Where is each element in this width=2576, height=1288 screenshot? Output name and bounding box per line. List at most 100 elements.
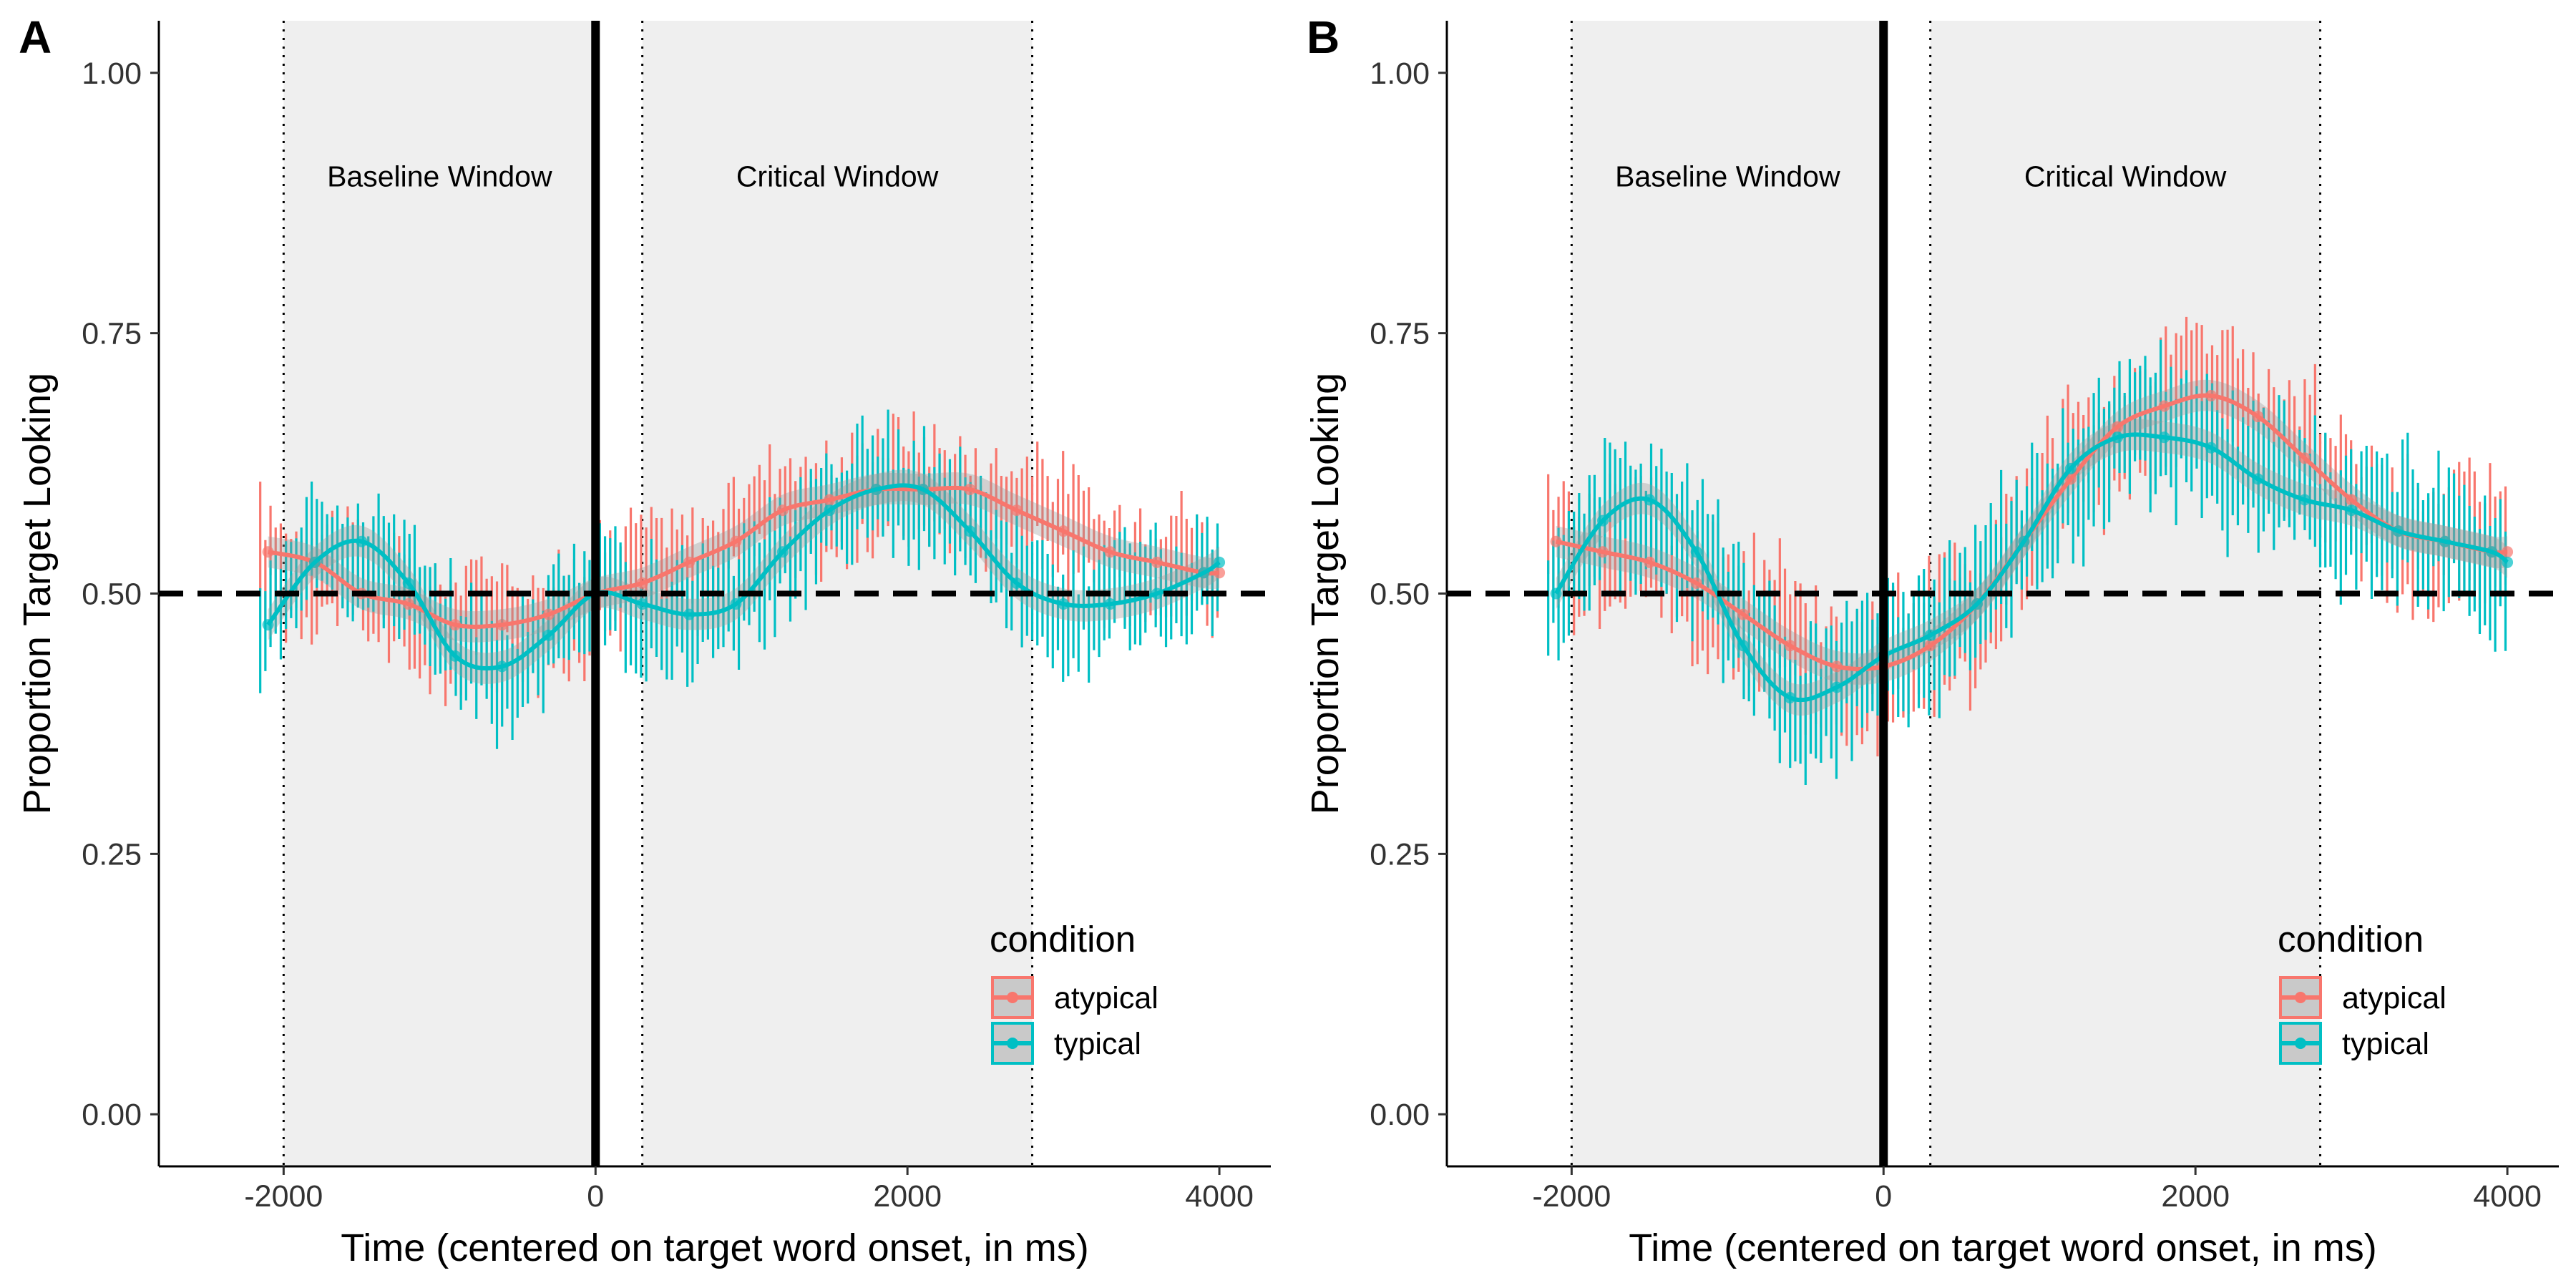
data-point-atypical	[1737, 608, 1750, 620]
data-point-typical	[730, 598, 742, 610]
data-point-atypical	[2298, 452, 2311, 464]
data-point-atypical	[1104, 546, 1116, 558]
data-point-typical	[636, 598, 648, 610]
data-point-atypical	[636, 577, 648, 589]
legend-label-atypical: atypical	[2342, 981, 2446, 1015]
data-point-typical	[2392, 525, 2404, 537]
data-point-typical	[2064, 462, 2077, 474]
data-point-atypical	[1151, 556, 1163, 568]
x-tick-label: 4000	[2473, 1179, 2542, 1214]
y-tick-label: 0.25	[1370, 837, 1430, 872]
data-point-typical	[2252, 473, 2264, 485]
data-point-atypical	[730, 535, 742, 547]
data-point-typical	[1784, 692, 1796, 704]
legend-label-typical: typical	[2342, 1027, 2429, 1061]
ci-ribbon-typical	[268, 469, 1220, 684]
series-line-atypical	[267, 485, 1220, 629]
data-point-typical	[262, 619, 274, 631]
panel-a: A Baseline Window Critical Window 0.00 0.25…	[16, 11, 1271, 1269]
y-tick-label: 0.25	[82, 837, 142, 872]
panel-b: B Baseline Window Critical Window 0.00 0.25…	[1304, 11, 2559, 1269]
y-tick-label: 0.75	[1370, 317, 1430, 351]
data-point-typical	[2502, 556, 2514, 568]
data-point-atypical	[824, 494, 836, 506]
x-tick-label: 2000	[873, 1179, 942, 1214]
data-point-atypical	[1596, 546, 1609, 558]
data-point-typical	[2298, 494, 2311, 506]
ci-ribbon-typical	[1556, 419, 2508, 716]
legend-title: condition	[990, 919, 1136, 960]
data-point-atypical	[2112, 421, 2124, 433]
window-label-0: Baseline Window	[327, 160, 552, 192]
data-point-atypical	[262, 546, 274, 558]
x-axis-title: Time (centered on target word onset, in …	[1629, 1226, 2376, 1269]
data-point-typical	[870, 483, 882, 495]
data-point-typical	[2112, 431, 2124, 444]
data-point-atypical	[964, 483, 976, 495]
panel-letter-b: B	[1307, 11, 1340, 63]
data-point-typical	[1737, 640, 1750, 652]
y-tick-label: 0.50	[82, 577, 142, 612]
data-point-typical	[356, 535, 368, 547]
legend-label-typical: typical	[1054, 1027, 1141, 1061]
data-point-atypical	[2252, 411, 2264, 423]
window-label-1: Critical Window	[2024, 160, 2227, 192]
data-point-atypical	[449, 619, 462, 631]
panel-letter-a: A	[19, 11, 52, 63]
data-point-typical	[1971, 598, 1984, 610]
data-point-typical	[1550, 587, 1562, 600]
x-tick-label: 4000	[1185, 1179, 1254, 1214]
x-tick-label: -2000	[244, 1179, 323, 1214]
data-point-atypical	[402, 598, 414, 610]
y-tick-label: 1.00	[82, 57, 142, 91]
data-point-typical	[1830, 681, 1843, 693]
x-tick-label: 2000	[2161, 1179, 2230, 1214]
data-point-typical	[308, 556, 321, 568]
x-tick-label: 0	[1875, 1179, 1892, 1214]
data-point-typical	[2205, 441, 2217, 454]
data-point-typical	[1690, 546, 1702, 558]
data-point-atypical	[2064, 473, 2077, 485]
data-point-typical	[1058, 598, 1070, 610]
plot-area-a: Baseline Window Critical Window 0.00 0.25 0.…	[16, 21, 1271, 1269]
x-tick-label: 0	[587, 1179, 604, 1214]
legend: condition atypical typical	[990, 919, 1158, 1065]
data-point-atypical	[2502, 546, 2514, 558]
x-tick-label: -2000	[1532, 1179, 1611, 1214]
data-point-atypical	[542, 608, 555, 620]
data-point-typical	[683, 608, 696, 620]
data-point-atypical	[1784, 640, 1796, 652]
data-point-atypical	[1830, 660, 1843, 673]
data-point-atypical	[1214, 567, 1226, 579]
data-point-atypical	[776, 504, 789, 517]
data-point-atypical	[1924, 640, 1936, 652]
legend-key-point-typical	[1007, 1038, 1018, 1049]
data-point-typical	[964, 525, 976, 537]
data-point-typical	[1151, 587, 1163, 600]
legend-title: condition	[2278, 919, 2424, 960]
errorbars-typical	[1547, 339, 2507, 786]
data-point-typical	[2158, 431, 2170, 444]
y-tick-label: 1.00	[1370, 57, 1430, 91]
data-point-typical	[1198, 567, 1210, 579]
data-point-atypical	[683, 556, 696, 568]
y-tick-label: 0.00	[82, 1098, 142, 1132]
y-tick-label: 0.75	[82, 317, 142, 351]
y-axis-title: Proportion Target Looking	[1304, 373, 1347, 814]
data-point-typical	[2018, 535, 2030, 547]
plot-area-b: Baseline Window Critical Window 0.00 0.25 0.…	[1304, 21, 2559, 1269]
data-point-atypical	[2346, 494, 2358, 506]
legend-key-point-atypical	[1007, 992, 1018, 1003]
data-point-atypical	[1058, 525, 1070, 537]
data-point-typical	[2346, 504, 2358, 517]
y-tick-label: 0.50	[1370, 577, 1430, 612]
legend-key-point-typical	[2295, 1038, 2306, 1049]
legend: condition atypical typical	[2278, 919, 2446, 1065]
data-point-typical	[824, 504, 836, 517]
data-point-typical	[1596, 514, 1609, 527]
data-point-atypical	[1010, 504, 1023, 517]
data-point-typical	[776, 546, 789, 558]
data-point-atypical	[496, 619, 508, 631]
data-point-typical	[402, 577, 414, 589]
